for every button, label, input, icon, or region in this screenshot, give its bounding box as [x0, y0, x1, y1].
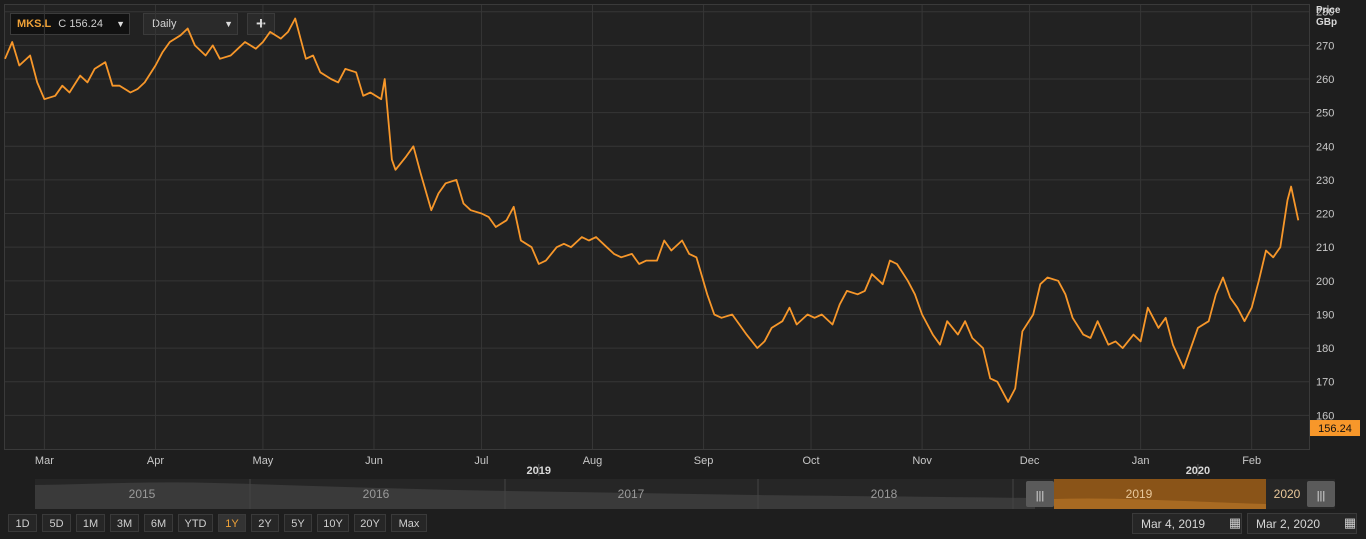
x-tick-label: Jul — [474, 455, 488, 467]
symbol-label: MKS.L — [17, 18, 52, 30]
y-tick-label: 280 — [1316, 7, 1334, 19]
close-value: 156.24 — [69, 18, 103, 30]
navigator-year-label: 2019 — [1126, 487, 1153, 501]
range-button-10y[interactable]: 10Y — [317, 514, 349, 532]
x-tick-label: Apr — [147, 455, 164, 467]
year-label: 2019 — [527, 465, 551, 477]
period-label: Daily — [152, 18, 177, 30]
y-tick-label: 170 — [1316, 377, 1334, 389]
x-tick-label: Sep — [694, 455, 714, 467]
last-price-label: 156.24 — [1318, 423, 1352, 435]
range-button-20y[interactable]: 20Y — [354, 514, 386, 532]
navigator-year-label: 2016 — [363, 487, 390, 501]
navigator-year-label: 2018 — [871, 487, 898, 501]
range-button-3m[interactable]: 3M — [110, 514, 139, 532]
x-tick-label: Jan — [1132, 455, 1150, 467]
x-tick-label: Nov — [912, 455, 932, 467]
range-button-5d[interactable]: 5D — [42, 514, 71, 532]
add-indicator-button[interactable]: + — [247, 13, 275, 35]
y-tick-label: 160 — [1316, 410, 1334, 422]
y-tick-label: 260 — [1316, 74, 1334, 86]
y-tick-label: 270 — [1316, 40, 1334, 52]
navigator-right-handle[interactable] — [1307, 481, 1335, 507]
close-prefix: C — [58, 18, 67, 30]
y-tick-label: 240 — [1316, 141, 1334, 153]
range-button-6m[interactable]: 6M — [144, 514, 173, 532]
y-tick-label: 180 — [1316, 343, 1334, 355]
symbol-selector[interactable]: MKS.L C 156.24 ▼ — [10, 13, 130, 35]
y-tick-label: 230 — [1316, 175, 1334, 187]
y-tick-label: 200 — [1316, 276, 1334, 288]
chevron-down-icon: ▼ — [224, 19, 233, 29]
x-tick-label: Oct — [802, 455, 819, 467]
x-tick-label: Dec — [1020, 455, 1040, 467]
x-tick-label: Mar — [35, 455, 54, 467]
year-label: 2020 — [1186, 465, 1210, 477]
x-tick-label: Jun — [365, 455, 383, 467]
range-button-max[interactable]: Max — [391, 514, 427, 532]
grip-icon: ||| — [1317, 490, 1326, 502]
grip-icon: ||| — [1036, 490, 1045, 502]
range-button-ytd[interactable]: YTD — [178, 514, 213, 532]
last-price-tag — [1310, 420, 1360, 437]
price-chart: 160 170 180 190 200 210 220 230 240 250 260 270 280 M… — [4, 5, 1360, 477]
navigator-window-area — [1054, 498, 1266, 509]
plot-frame — [4, 4, 1310, 450]
x-tick-label: Feb — [1242, 455, 1261, 467]
navigator-year-label: 2015 — [129, 487, 156, 501]
y-tick-label: 210 — [1316, 242, 1334, 254]
range-button-1y[interactable]: 1Y — [218, 514, 246, 532]
range-button-1d[interactable]: 1D — [8, 514, 37, 532]
chevron-down-icon: ▼ — [116, 19, 125, 29]
navigator[interactable]: ||| ||| 2015 2016 2017 2018 2019 2020 — [35, 479, 1335, 509]
y-axis-unit: GBp — [1316, 17, 1337, 28]
calendar-icon[interactable]: ▦ — [1343, 515, 1357, 530]
navigator-year-label: 2017 — [618, 487, 645, 501]
x-tick-label: Aug — [583, 455, 603, 467]
range-button-2y[interactable]: 2Y — [251, 514, 279, 532]
y-tick-label: 220 — [1316, 209, 1334, 221]
navigator-left-handle[interactable] — [1026, 481, 1054, 507]
x-tick-label: May — [253, 455, 274, 467]
y-axis-title: Price — [1316, 5, 1341, 16]
date-to-input[interactable]: Mar 2, 2020 — [1247, 513, 1357, 534]
calendar-icon[interactable]: ▦ — [1228, 515, 1242, 530]
y-tick-label: 190 — [1316, 309, 1334, 321]
range-button-5y[interactable]: 5Y — [284, 514, 312, 532]
navigator-area — [35, 482, 1035, 509]
date-from-input[interactable]: Mar 4, 2019 — [1132, 513, 1242, 534]
price-line — [4, 17, 1300, 403]
y-tick-label: 250 — [1316, 108, 1334, 120]
navigator-year-label: 2020 — [1274, 487, 1301, 501]
range-button-1m[interactable]: 1M — [76, 514, 105, 532]
